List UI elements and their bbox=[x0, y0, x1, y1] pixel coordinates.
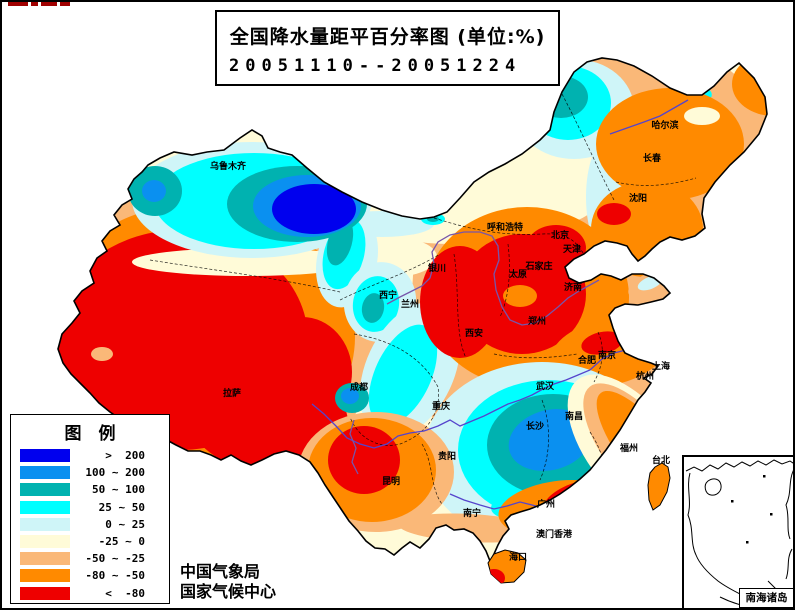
legend-row: 50 ~ 100 bbox=[11, 482, 169, 499]
legend-swatch-teal bbox=[20, 483, 70, 497]
clipped-red-text-fragment bbox=[8, 2, 80, 6]
title-box: 全国降水量距平百分率图 (单位:%) 20051110--20051224 bbox=[215, 10, 560, 86]
legend-row: < -80 bbox=[11, 586, 169, 603]
legend-row: -50 ~ -25 bbox=[11, 551, 169, 568]
inset-coastline-east1 bbox=[785, 470, 793, 540]
map-title: 全国降水量距平百分率图 (单位:%) bbox=[229, 26, 546, 48]
legend-swatch-orange bbox=[20, 569, 70, 583]
legend-row: 0 ~ 25 bbox=[11, 517, 169, 534]
yangtze-river bbox=[311, 348, 660, 449]
legend-row: 25 ~ 50 bbox=[11, 500, 169, 517]
legend-swatch-blue bbox=[20, 449, 70, 462]
legend-label: 0 ~ 25 bbox=[105, 517, 145, 531]
legend-row: > 200 bbox=[11, 448, 169, 465]
legend-label: -25 ~ 0 bbox=[98, 534, 145, 548]
legend-label: -50 ~ -25 bbox=[85, 552, 145, 566]
date-range: 20051110--20051224 bbox=[229, 56, 522, 76]
inset-coastline-north bbox=[685, 459, 793, 472]
legend-swatch-red bbox=[20, 586, 70, 600]
yunnan-river bbox=[349, 419, 359, 475]
legend-label: -80 ~ -50 bbox=[85, 569, 145, 583]
credits-line2: 国家气候中心 bbox=[180, 582, 277, 601]
legend-rows: > 200 100 ~ 200 50 ~ 100 25 ~ 50 0 ~ 25 -25 ~… bbox=[11, 448, 169, 603]
legend-swatch-tan bbox=[20, 552, 70, 566]
legend-swatch-cream bbox=[20, 534, 70, 548]
taiwan-island bbox=[647, 462, 671, 511]
hainan-red-patch bbox=[488, 569, 505, 583]
legend-box: 图 例 > 200 100 ~ 200 50 ~ 100 25 ~ 50 0 ~ 25 -… bbox=[10, 414, 170, 604]
hainan-island bbox=[487, 549, 527, 584]
credits-line1: 中国气象局 bbox=[180, 562, 261, 581]
legend-swatch-cyan bbox=[20, 500, 70, 514]
south-china-sea-inset: 南海诸岛 bbox=[682, 455, 793, 608]
legend-row: -80 ~ -50 bbox=[11, 568, 169, 585]
province-borders bbox=[149, 93, 697, 505]
inset-island-dots bbox=[731, 475, 773, 544]
legend-swatch-dodger bbox=[20, 466, 70, 480]
inset-coastline-west bbox=[687, 472, 743, 596]
legend-swatch-lightcyan bbox=[20, 517, 70, 531]
pearl-river bbox=[449, 493, 544, 510]
legend-label: 100 ~ 200 bbox=[85, 466, 145, 480]
legend-header: 图 例 bbox=[64, 424, 116, 444]
legend-label: > 200 bbox=[105, 449, 145, 462]
inset-label: 南海诸岛 bbox=[739, 588, 793, 608]
inset-hainan-outline bbox=[704, 478, 722, 496]
inset-coastline-east2 bbox=[785, 548, 793, 580]
legend-row: 100 ~ 200 bbox=[11, 465, 169, 482]
legend-label: < -80 bbox=[105, 586, 145, 600]
songhua-river bbox=[609, 99, 689, 135]
legend-label: 25 ~ 50 bbox=[98, 500, 145, 514]
rivers bbox=[311, 99, 689, 510]
credits: 中国气象局 国家气候中心 bbox=[180, 562, 276, 602]
legend-row: -25 ~ 0 bbox=[11, 534, 169, 551]
legend-label: 50 ~ 100 bbox=[92, 483, 145, 497]
yellow-river bbox=[386, 231, 600, 326]
